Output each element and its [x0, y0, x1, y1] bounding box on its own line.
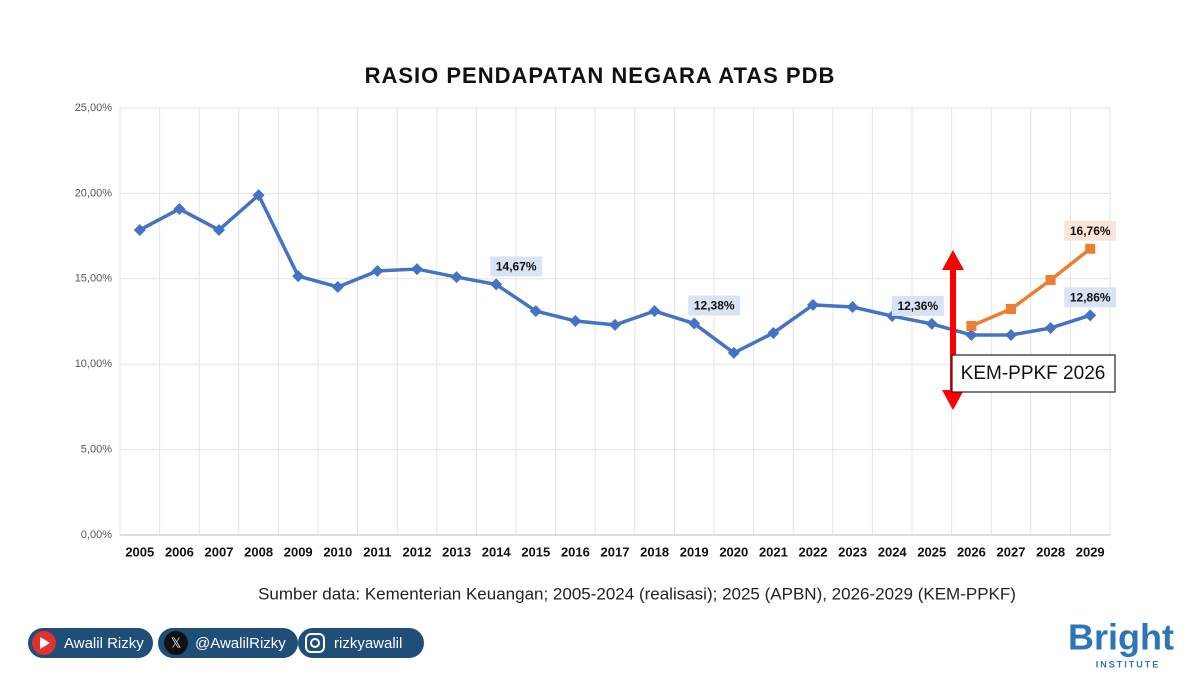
x-handle: @AwalilRizky	[195, 635, 286, 652]
marker	[1005, 328, 1017, 341]
x-tick-label: 2017	[601, 544, 630, 559]
marker	[331, 280, 344, 293]
marker	[569, 314, 582, 327]
x-tick-label: 2005	[125, 544, 154, 559]
marker	[688, 317, 701, 330]
marker	[1006, 304, 1016, 315]
x-tick-label: 2022	[799, 544, 828, 559]
x-tick-label: 2027	[997, 544, 1026, 559]
arrow-head	[942, 390, 964, 410]
marker	[1084, 309, 1097, 322]
y-tick-label: 0,00%	[81, 529, 112, 541]
marker	[767, 326, 780, 339]
annotation-group: KEM-PPKF 2026	[942, 250, 1116, 410]
logo-sub: INSTITUTE	[1096, 659, 1161, 669]
x-tick-label: 2028	[1036, 544, 1065, 559]
instagram-handle: rizkyawalil	[334, 635, 402, 652]
y-tick-label: 10,00%	[75, 358, 113, 370]
icon-shape	[310, 638, 320, 648]
y-tick-label: 25,00%	[75, 102, 113, 114]
data-label-bg	[490, 256, 543, 277]
data-label: 14,67%	[496, 260, 537, 274]
marker	[450, 271, 463, 284]
marker	[965, 328, 978, 341]
icon-glyph: 𝕏	[171, 635, 181, 650]
icon-shape	[40, 637, 50, 649]
y-tick-label: 20,00%	[75, 187, 113, 199]
badge	[28, 628, 153, 658]
marker	[252, 189, 265, 202]
x-tick-label: 2006	[165, 544, 194, 559]
badge	[298, 628, 424, 658]
marker	[292, 270, 305, 283]
x-tick-label: 2018	[640, 544, 669, 559]
x-tick-label: 2009	[284, 544, 313, 559]
youtube-handle: Awalil Rizky	[64, 635, 144, 652]
x-tick-label: 2029	[1076, 544, 1105, 559]
x-tick-label: 2026	[957, 544, 986, 559]
marker	[173, 202, 186, 215]
data-label-bg	[688, 295, 741, 316]
x-tick-label: 2011	[363, 544, 391, 559]
x-tick-label: 2023	[838, 544, 867, 559]
x-tick-label: 2021	[759, 544, 788, 559]
x-tick-label: 2010	[323, 544, 352, 559]
marker	[213, 223, 225, 236]
marker	[727, 346, 740, 359]
logo: Bright	[1068, 617, 1174, 658]
badge	[158, 628, 298, 658]
source-note: Sumber data: Kementerian Keuangan; 2005-…	[258, 584, 1016, 603]
data-label-bg	[1064, 287, 1117, 308]
x-tick-label: 2007	[205, 544, 234, 559]
x-tick-label: 2025	[917, 544, 946, 559]
x-tick-label: 2016	[561, 544, 590, 559]
marker	[925, 317, 938, 330]
x-tick-label: 2013	[442, 544, 471, 559]
y-tick-label: 15,00%	[75, 273, 113, 285]
marker	[371, 264, 384, 277]
x-tick-label: 2024	[878, 544, 908, 559]
footer: Awalil Rizky 𝕏 @AwalilRizky rizkyawalil …	[28, 617, 1174, 669]
chart-title: RASIO PENDAPATAN NEGARA ATAS PDB	[365, 63, 836, 88]
marker	[490, 278, 503, 291]
marker	[1085, 243, 1096, 254]
data-label: 12,36%	[897, 299, 938, 313]
line	[970, 247, 1092, 328]
y-tick-label: 5,00%	[81, 444, 112, 456]
x-tick-label: 2014	[482, 544, 512, 559]
arrow-head	[942, 250, 964, 270]
data-label-bg	[891, 295, 944, 316]
marker	[846, 300, 859, 313]
x-tick-label: 2019	[680, 544, 709, 559]
marker	[609, 318, 621, 331]
annotation: KEM-PPKF 2026	[961, 363, 1106, 384]
data-label: 16,76%	[1070, 224, 1111, 238]
marker	[1045, 274, 1056, 285]
marker	[133, 223, 146, 236]
marker	[966, 320, 977, 331]
x-icon	[164, 631, 188, 655]
annotation-box	[951, 354, 1116, 393]
marker	[648, 305, 661, 318]
marker	[411, 263, 423, 276]
x-tick-label: 2012	[403, 544, 432, 559]
x-tick-label: 2015	[521, 544, 550, 559]
marker	[807, 298, 819, 311]
data-label: 12,38%	[694, 299, 735, 313]
data-label: 12,86%	[1070, 291, 1111, 305]
instagram-icon	[305, 633, 325, 653]
marker	[1044, 321, 1057, 334]
marker	[529, 305, 542, 318]
x-tick-label: 2020	[719, 544, 748, 559]
data-label-bg	[1064, 220, 1117, 241]
x-tick-label: 2008	[244, 544, 273, 559]
